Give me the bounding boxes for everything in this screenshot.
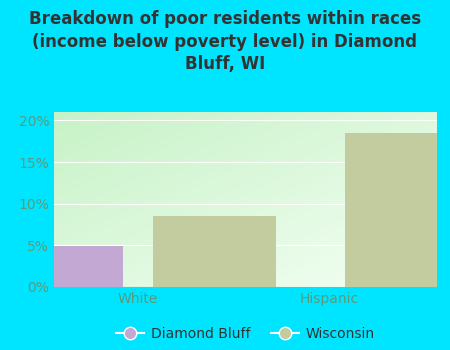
Bar <box>345 133 450 287</box>
Bar <box>153 216 276 287</box>
Legend: Diamond Bluff, Wisconsin: Diamond Bluff, Wisconsin <box>110 321 380 346</box>
Text: Breakdown of poor residents within races
(income below poverty level) in Diamond: Breakdown of poor residents within races… <box>29 10 421 73</box>
Bar <box>0 246 123 287</box>
